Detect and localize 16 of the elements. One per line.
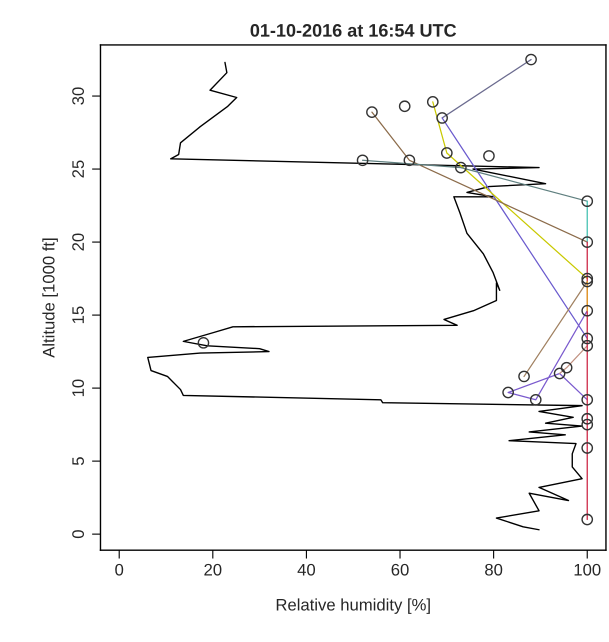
y-tick-label: 25	[72, 160, 84, 178]
x-axis-title: Relative humidity [%]	[276, 598, 430, 614]
x-tick-label: 60	[392, 564, 409, 576]
chart-title: 01-10-2016 at 16:54 UTC	[250, 24, 456, 37]
x-tick-label: 40	[298, 564, 316, 576]
y-tick-label: 0	[72, 530, 84, 538]
y-axis-title: Altitude [1000 ft]	[42, 238, 58, 358]
x-tick-label: 100	[574, 564, 600, 576]
y-tick-label: 15	[72, 306, 84, 324]
y-tick-label: 10	[72, 379, 84, 396]
x-tick-label: 20	[204, 564, 222, 576]
y-tick-label: 30	[72, 87, 84, 105]
x-tick-label: 80	[485, 564, 502, 576]
y-tick-label: 5	[72, 457, 84, 466]
y-tick-label: 20	[72, 233, 84, 251]
x-tick-label: 0	[115, 564, 124, 576]
